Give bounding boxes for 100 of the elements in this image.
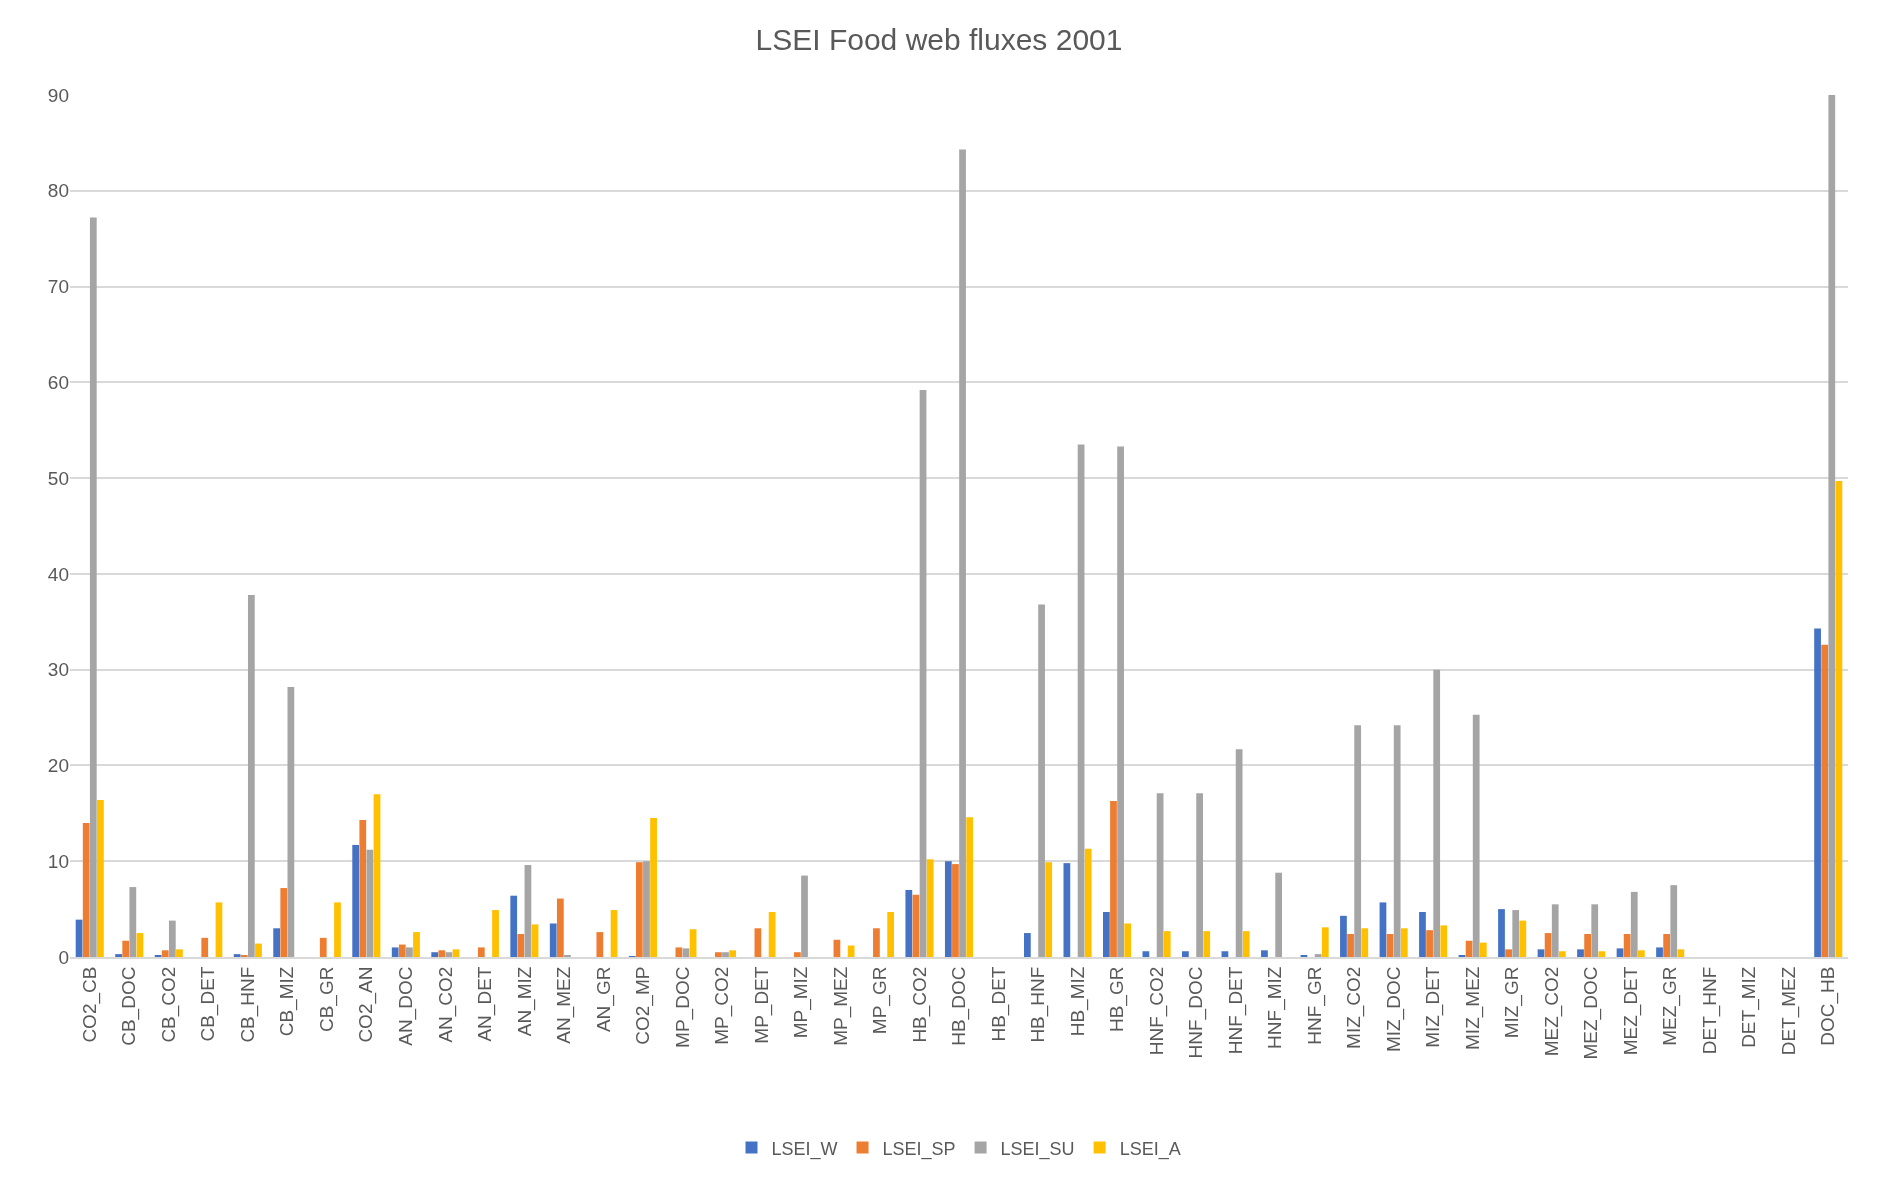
legend-label: LSEI_A — [1119, 1138, 1181, 1160]
bar — [1347, 934, 1354, 957]
bar — [1472, 714, 1480, 957]
bar — [1142, 951, 1150, 957]
x-tick-label: HB_DET — [987, 966, 1010, 1042]
bar — [1103, 911, 1110, 957]
bar — [398, 944, 406, 957]
x-tick-label: MEZ_DET — [1619, 966, 1642, 1056]
bar — [1110, 800, 1117, 957]
bar — [650, 818, 657, 957]
bar — [1182, 951, 1189, 957]
bar — [1630, 891, 1638, 957]
bar — [1433, 669, 1441, 957]
bar — [431, 952, 439, 957]
y-tick-label: 0 — [58, 946, 69, 968]
bar — [168, 920, 176, 957]
x-tick-label: MEZ_GR — [1659, 966, 1682, 1046]
bar — [319, 937, 327, 957]
bar — [722, 952, 729, 957]
bar — [1221, 951, 1229, 957]
x-tick-label: DET_MEZ — [1777, 966, 1800, 1056]
bar — [391, 947, 399, 957]
bar — [413, 932, 420, 957]
y-tick-label: 80 — [47, 180, 69, 202]
bar — [966, 817, 974, 957]
bar — [1361, 928, 1369, 957]
bar — [1558, 951, 1566, 957]
legend-label: LSEI_SP — [882, 1138, 956, 1160]
bar — [1419, 911, 1426, 957]
bar — [1163, 931, 1171, 957]
x-tick-label: HNF_MIZ — [1264, 966, 1287, 1049]
y-tick-label: 50 — [47, 467, 69, 489]
bar — [1340, 915, 1347, 957]
x-tick-label: HNF_DET — [1224, 966, 1247, 1055]
bar — [438, 950, 446, 957]
bar — [1828, 95, 1836, 957]
bar — [1598, 951, 1606, 957]
x-tick-label: DET_MIZ — [1738, 966, 1761, 1048]
x-tick-label: AN_GR — [592, 966, 615, 1033]
bar — [1261, 950, 1268, 957]
bar — [1577, 949, 1584, 957]
bar — [926, 859, 934, 957]
bar — [452, 949, 460, 957]
x-tick-label: CO2_AN — [355, 966, 378, 1043]
bar — [1623, 934, 1631, 957]
bar — [1023, 933, 1031, 957]
bar — [115, 954, 122, 957]
x-tick-label: MIZ_GR — [1501, 966, 1524, 1039]
bar — [1354, 725, 1362, 957]
bar — [201, 937, 209, 957]
y-tick-label: 10 — [47, 850, 69, 872]
bar — [1537, 949, 1545, 957]
x-tick-label: MIZ_MEZ — [1461, 966, 1484, 1050]
x-tick-label: DOC_HB — [1817, 966, 1840, 1046]
bar — [1314, 954, 1322, 957]
bar — [1400, 928, 1408, 957]
bar — [1670, 885, 1678, 957]
bar — [176, 949, 183, 957]
bar — [1814, 628, 1821, 957]
x-tick-label: AN_CO2 — [434, 966, 457, 1043]
bar — [1498, 909, 1505, 957]
x-tick-label: MP_GR — [869, 966, 892, 1035]
bar — [847, 945, 855, 957]
bar — [97, 799, 104, 957]
bar — [1045, 862, 1053, 957]
y-tick-label: 60 — [47, 371, 69, 393]
bar — [334, 902, 341, 957]
x-tick-label: AN_DET — [474, 966, 497, 1042]
bar — [255, 943, 262, 957]
bar — [287, 686, 295, 957]
bar — [1393, 725, 1401, 957]
x-tick-label: HNF_DOC — [1185, 966, 1208, 1059]
x-tick-label: HB_CO2 — [908, 966, 931, 1043]
bar — [1242, 931, 1250, 957]
bar — [492, 910, 499, 957]
x-tick-label: MIZ_DET — [1422, 966, 1445, 1048]
bar — [1124, 923, 1132, 957]
x-tick-label: CB_CO2 — [157, 966, 180, 1043]
x-tick-label: HB_DOC — [948, 966, 971, 1046]
x-tick-label: AN_DOC — [395, 966, 418, 1046]
x-tick-label: MP_MIZ — [790, 966, 813, 1039]
bar — [643, 861, 650, 957]
x-tick-label: MEZ_DOC — [1580, 966, 1603, 1060]
bar — [233, 954, 241, 957]
y-tick-label: 90 — [47, 84, 69, 106]
bar — [801, 875, 808, 957]
x-tick-label: HB_HNF — [1027, 966, 1050, 1043]
bar — [1275, 872, 1283, 957]
bar — [280, 888, 288, 957]
x-tick-label: CB_DET — [197, 966, 220, 1042]
bar — [359, 820, 367, 957]
x-tick-label: MP_MEZ — [829, 966, 852, 1046]
bar — [729, 950, 736, 957]
y-tick-label: 20 — [47, 755, 69, 777]
bar — [1084, 848, 1092, 957]
bar — [556, 898, 564, 957]
bar — [1038, 604, 1045, 957]
x-tick-label: AN_MIZ — [513, 966, 536, 1037]
bar — [959, 149, 966, 957]
bar — [1519, 920, 1527, 957]
